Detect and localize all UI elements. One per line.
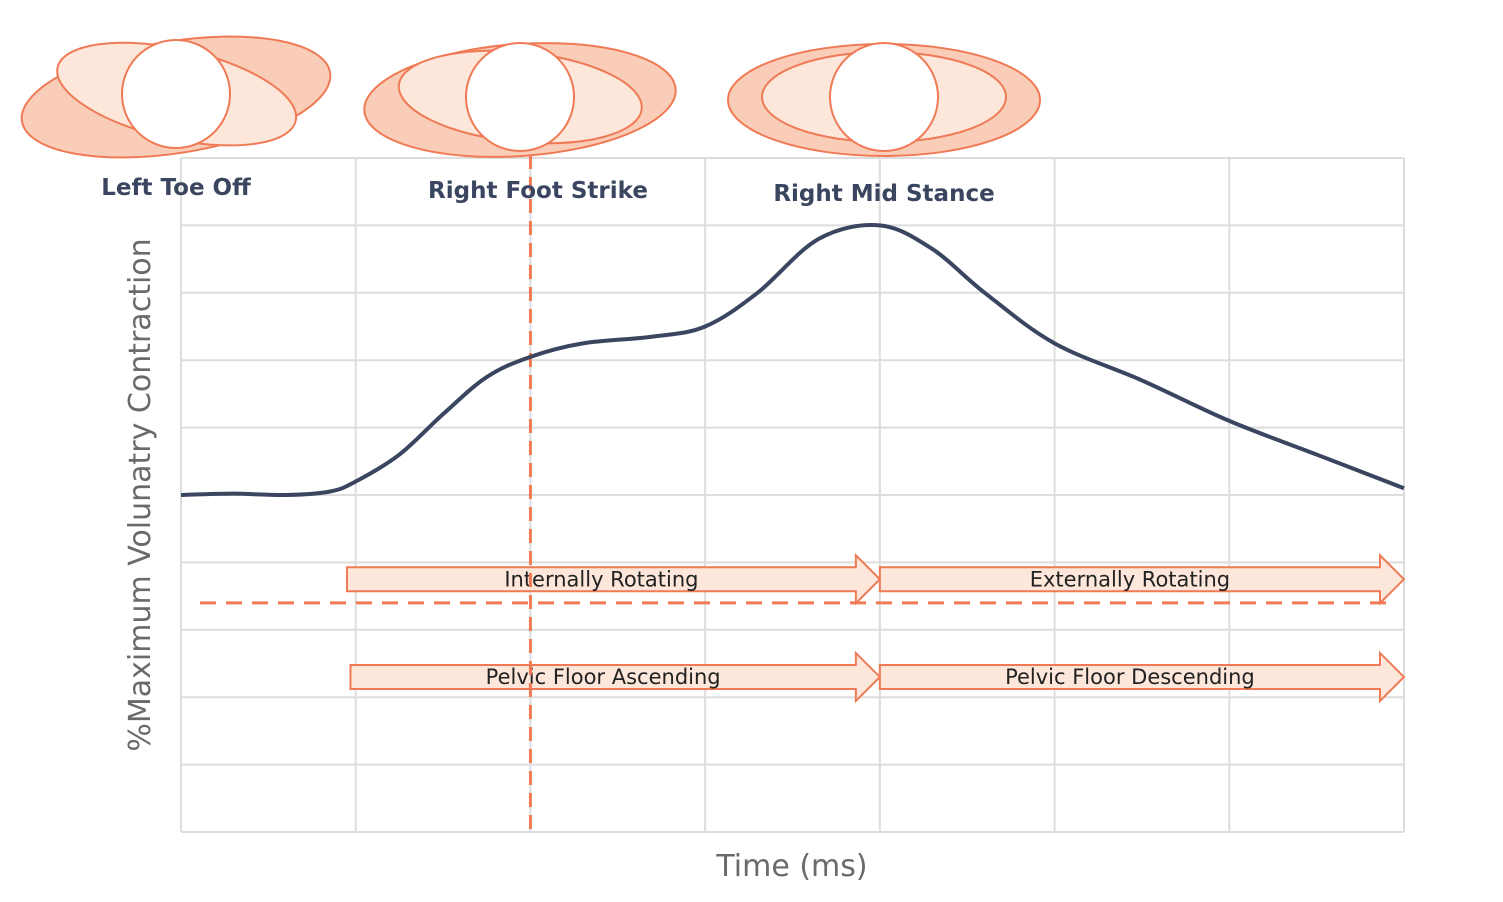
pelvis-center-circle [121, 39, 231, 149]
motion-bands: Internally Rotating Externally Rotating Pe… [345, 552, 1406, 704]
phase-label-right-mid-stance: Right Mid Stance [773, 181, 994, 207]
band-arrow-3 [349, 650, 882, 704]
pelvis-icon-2 [363, 42, 677, 158]
band-arrow-4 [878, 650, 1406, 704]
reference-lines [200, 155, 1392, 832]
phase-label-right-foot-strike: Right Foot Strike [428, 178, 648, 204]
labels: Left Toe Off Right Foot Strike Right Mid… [101, 175, 994, 884]
pelvis-center-circle [465, 42, 575, 152]
band-arrow-2 [878, 552, 1406, 606]
pelvis-icon-1 [20, 35, 332, 159]
band-label-1: Internally Rotating [504, 567, 698, 591]
pelvis-icons [20, 35, 1041, 159]
phase-label-left-toe-off: Left Toe Off [101, 175, 251, 201]
band-label-4: Pelvic Floor Descending [1005, 665, 1255, 689]
pelvis-center-circle [829, 42, 939, 152]
emg-series-line [180, 223, 1405, 498]
band-label-2: Externally Rotating [1030, 567, 1230, 591]
y-axis-label: %Maximum Volunatry Contraction [123, 238, 158, 751]
band-label-3: Pelvic Floor Ascending [486, 665, 721, 689]
x-axis-label: Time (ms) [715, 849, 867, 884]
pelvis-icon-3 [727, 42, 1041, 157]
emg-curve [180, 223, 1405, 498]
grid [180, 157, 1405, 833]
band-arrow-1 [345, 552, 882, 606]
